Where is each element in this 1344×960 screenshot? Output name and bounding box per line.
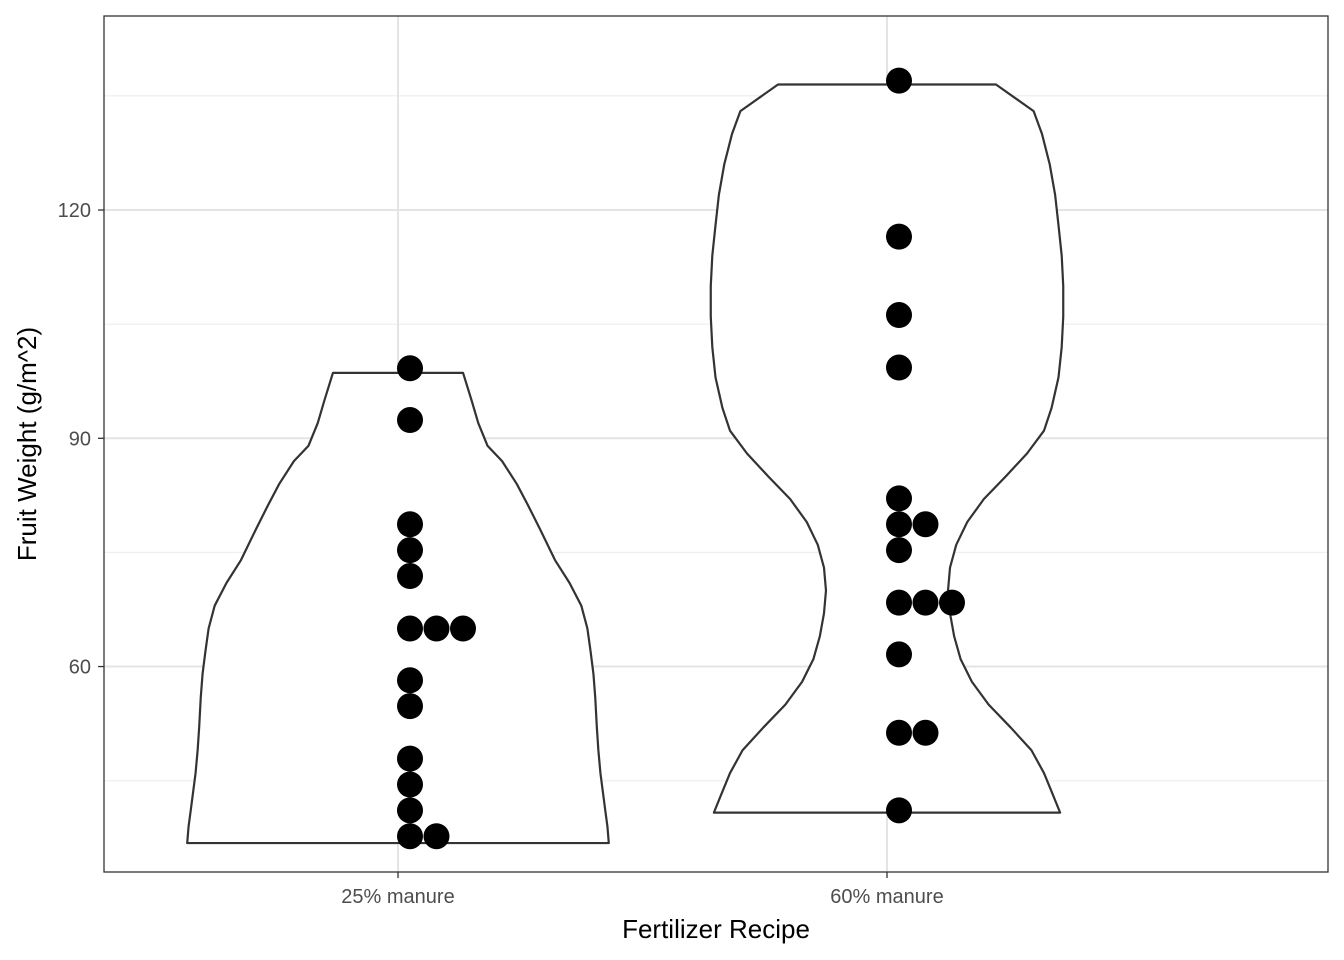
- data-point: [886, 485, 912, 512]
- y-axis-title: Fruit Weight (g/m^2): [12, 327, 42, 561]
- data-point: [886, 302, 912, 329]
- violin-1: [186, 371, 610, 845]
- data-point: [397, 797, 423, 824]
- data-point: [886, 641, 912, 668]
- data-point: [912, 589, 939, 616]
- y-tick-label: 90: [69, 428, 91, 450]
- data-point: [397, 745, 423, 772]
- data-point: [912, 719, 939, 746]
- data-points: [397, 67, 965, 850]
- y-tick-label: 60: [69, 657, 91, 679]
- data-point: [397, 771, 423, 798]
- data-point: [886, 719, 912, 746]
- x-tick-label: 25% manure: [341, 886, 454, 908]
- data-point: [886, 797, 912, 824]
- data-point: [397, 355, 423, 382]
- axes: 60 90 120 25% manure 60% manure: [58, 200, 944, 908]
- data-point: [397, 537, 423, 564]
- data-point: [450, 615, 476, 642]
- x-axis-title: Fertilizer Recipe: [622, 914, 810, 944]
- data-point: [397, 511, 423, 538]
- data-point: [912, 511, 939, 538]
- data-point: [886, 223, 912, 250]
- y-tick-label: 120: [58, 200, 91, 222]
- data-point: [397, 407, 423, 434]
- violins: [186, 83, 1065, 845]
- data-point: [423, 615, 450, 642]
- data-point: [886, 537, 912, 564]
- data-point: [397, 693, 423, 720]
- data-point: [397, 615, 423, 642]
- data-point: [397, 823, 423, 850]
- data-point: [939, 589, 965, 616]
- data-point: [886, 354, 912, 381]
- data-point: [886, 589, 912, 616]
- data-point: [397, 563, 423, 590]
- panel-border: [103, 15, 1329, 873]
- data-point: [423, 823, 450, 850]
- x-tick-label: 60% manure: [830, 886, 943, 908]
- data-point: [886, 67, 912, 94]
- data-point: [886, 511, 912, 538]
- data-point: [397, 667, 423, 694]
